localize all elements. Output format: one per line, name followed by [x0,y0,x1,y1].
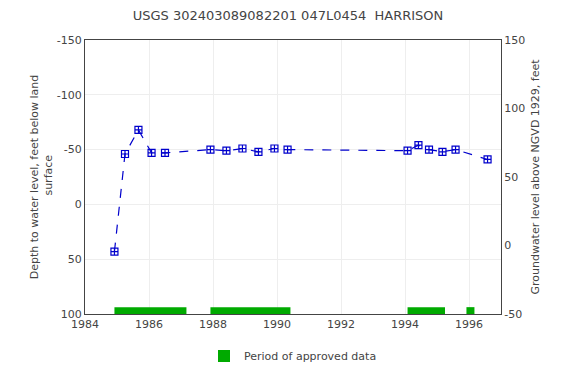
svg-text:150: 150 [504,34,525,47]
svg-text:Period of approved data: Period of approved data [244,350,376,363]
svg-text:0: 0 [504,239,511,252]
svg-text:1990: 1990 [263,318,291,331]
svg-text:-50: -50 [64,143,82,156]
svg-text:100: 100 [61,308,82,321]
svg-text:1988: 1988 [199,318,227,331]
svg-text:50: 50 [68,253,82,266]
svg-text:1984: 1984 [71,318,99,331]
svg-text:1996: 1996 [455,318,483,331]
svg-text:1986: 1986 [135,318,163,331]
svg-text:Groundwater level above NGVD 1: Groundwater level above NGVD 1929, feet [529,59,542,295]
svg-text:1992: 1992 [327,318,355,331]
svg-text:USGS 302403089082201 047L0454: USGS 302403089082201 047L0454 HARRISON [133,8,444,23]
svg-text:-150: -150 [57,34,82,47]
svg-text:50: 50 [504,171,518,184]
svg-text:Depth to water level, feet bel: Depth to water level, feet below land su… [28,75,55,280]
svg-text:100: 100 [504,102,525,115]
svg-text:0: 0 [75,198,82,211]
svg-text:-100: -100 [57,89,82,102]
svg-text:1994: 1994 [391,318,419,331]
svg-text:-50: -50 [504,308,522,321]
